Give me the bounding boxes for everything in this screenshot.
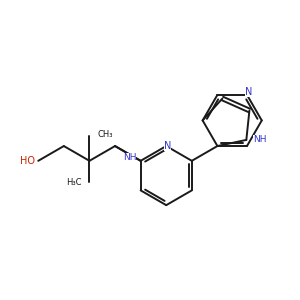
Text: HO: HO	[20, 156, 35, 166]
Text: N: N	[245, 87, 252, 97]
Text: NH: NH	[253, 135, 266, 144]
Text: NH: NH	[123, 153, 136, 162]
Text: CH₃: CH₃	[98, 130, 113, 139]
Text: H₃C: H₃C	[66, 178, 81, 188]
Text: N: N	[164, 141, 171, 151]
